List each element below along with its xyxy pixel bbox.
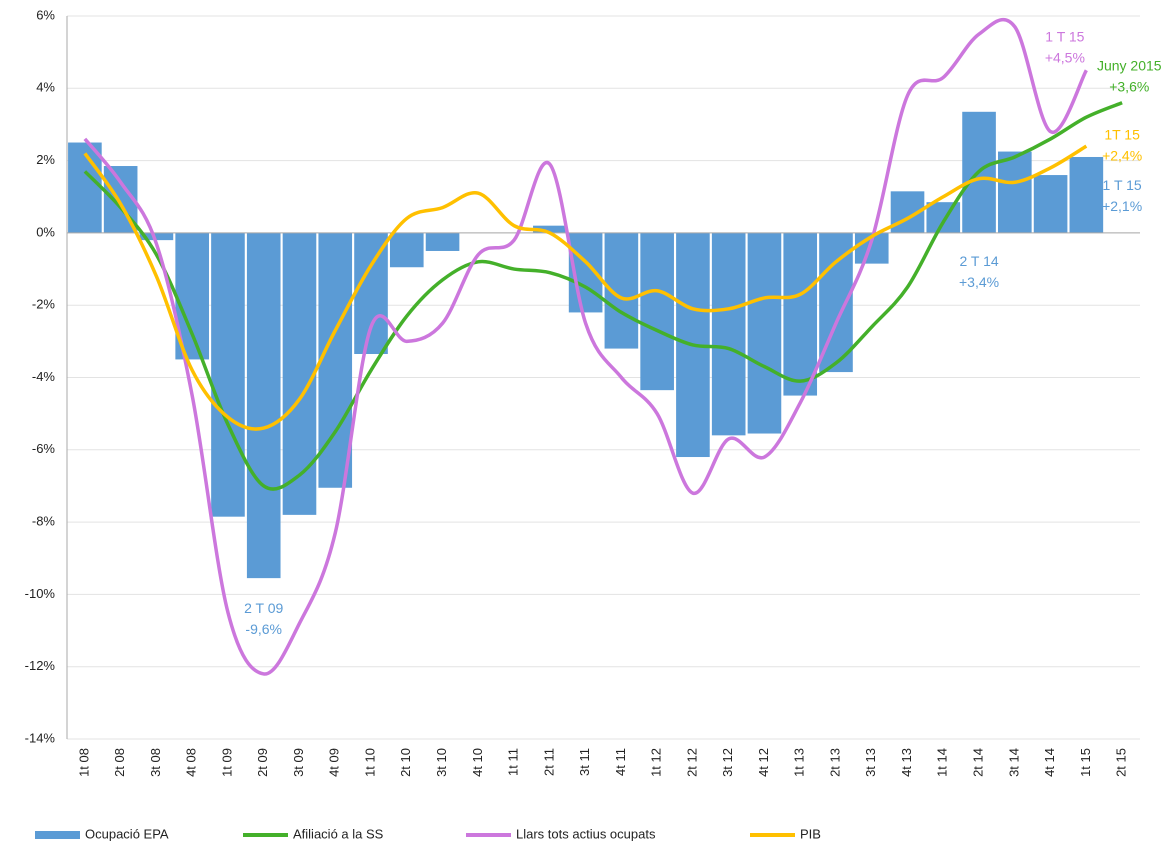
annotation-line: +3,6%	[1109, 78, 1149, 94]
x-tick-label: 4t 13	[899, 748, 914, 777]
bar	[211, 232, 245, 517]
legend-label: Llars tots actius ocupats	[516, 826, 656, 841]
y-tick-label: -12%	[25, 658, 56, 673]
annotation: 1T 15 +2,4%	[1102, 126, 1142, 163]
annotation-line: +2,4%	[1102, 147, 1142, 163]
y-tick-label: -4%	[32, 369, 56, 384]
annotation-line: -9,6%	[245, 621, 282, 637]
annotation: 1 T 15 +4,5%	[1045, 28, 1085, 65]
y-tick-label: 0%	[36, 224, 55, 239]
bar	[1069, 156, 1104, 233]
annotation-line: +3,4%	[959, 274, 999, 290]
bar	[246, 232, 281, 579]
annotation: 2 T 09 -9,6%	[244, 600, 283, 637]
bar	[533, 225, 567, 233]
annotation-line: Juny 2015	[1097, 57, 1162, 73]
x-tick-label: 2t 15	[1114, 748, 1129, 777]
x-tick-label: 4t 08	[184, 748, 199, 777]
x-tick-label: 1t 08	[76, 748, 91, 777]
line	[83, 101, 1123, 491]
x-tick-label: 1t 10	[362, 748, 377, 777]
bar	[68, 142, 102, 233]
legend-label: PIB	[800, 826, 821, 841]
x-tick-label: 2t 14	[970, 748, 985, 777]
x-tick-label: 3t 13	[863, 748, 878, 777]
x-tick-label: 3t 09	[291, 748, 306, 777]
x-tick-label: 1t 09	[219, 748, 234, 777]
y-tick-label: -8%	[32, 514, 56, 529]
x-tick-label: 2t 10	[398, 748, 413, 777]
x-tick-label: 4t 12	[756, 748, 771, 777]
x-tick-label: 1t 13	[792, 748, 807, 777]
x-tick-label: 4t 14	[1042, 748, 1057, 777]
x-tick-label: 1t 11	[506, 748, 521, 776]
annotation-line: +4,5%	[1045, 49, 1085, 65]
x-tick-label: 1t 12	[649, 748, 664, 777]
x-tick-label: 1t 15	[1078, 748, 1093, 777]
annotation-line: 1 T 15	[1045, 28, 1084, 44]
bar	[139, 232, 174, 241]
y-tick-label: -2%	[32, 297, 56, 312]
x-tick-label: 2t 11	[541, 748, 556, 776]
annotation-line: +2,1%	[1102, 198, 1142, 214]
legend-label: Ocupació EPA	[85, 826, 169, 841]
x-tick-label: 2t 12	[684, 748, 699, 777]
bar	[425, 232, 460, 251]
bar	[711, 232, 746, 436]
y-tick-label: -6%	[32, 441, 56, 456]
annotation-line: 1 T 15	[1103, 177, 1142, 193]
y-tick-label: 2%	[36, 152, 55, 167]
x-tick-label: 3t 11	[577, 748, 592, 776]
x-tick-label: 2t 09	[255, 748, 270, 777]
bar	[640, 232, 674, 391]
x-tick-label: 4t 09	[327, 748, 342, 777]
y-tick-label: -14%	[25, 730, 56, 745]
y-tick-label: 4%	[36, 80, 55, 95]
bar	[389, 232, 424, 268]
bar	[998, 151, 1032, 233]
annotation-line: 2 T 14	[959, 253, 998, 269]
bar	[747, 232, 782, 434]
y-tick-label: 6%	[36, 7, 55, 22]
x-tick-label: 3t 08	[148, 748, 163, 777]
x-tick-label: 3t 12	[720, 748, 735, 777]
annotation: Juny 2015 +3,6%	[1097, 57, 1162, 94]
annotation: 1 T 15 +2,1%	[1102, 177, 1142, 214]
x-tick-label: 4t 11	[613, 748, 628, 776]
x-tick-label: 3t 14	[1006, 748, 1021, 777]
bar	[1033, 175, 1068, 233]
annotation-line: 1T 15	[1104, 126, 1140, 142]
x-tick-label: 1t 14	[935, 748, 950, 777]
legend-label: Afiliació a la SS	[293, 826, 384, 841]
annotation: 2 T 14 +3,4%	[959, 253, 999, 290]
x-tick-label: 4t 10	[470, 748, 485, 777]
line	[83, 144, 1088, 431]
bar	[783, 232, 818, 396]
bar	[926, 202, 961, 233]
x-tick-label: 3t 10	[434, 748, 449, 777]
bar	[354, 232, 388, 355]
x-tick-label: 2t 08	[112, 748, 127, 777]
bar	[282, 232, 317, 515]
y-tick-label: -10%	[25, 586, 56, 601]
annotation-line: 2 T 09	[244, 600, 283, 616]
line	[83, 18, 1088, 676]
x-tick-label: 2t 13	[827, 748, 842, 777]
